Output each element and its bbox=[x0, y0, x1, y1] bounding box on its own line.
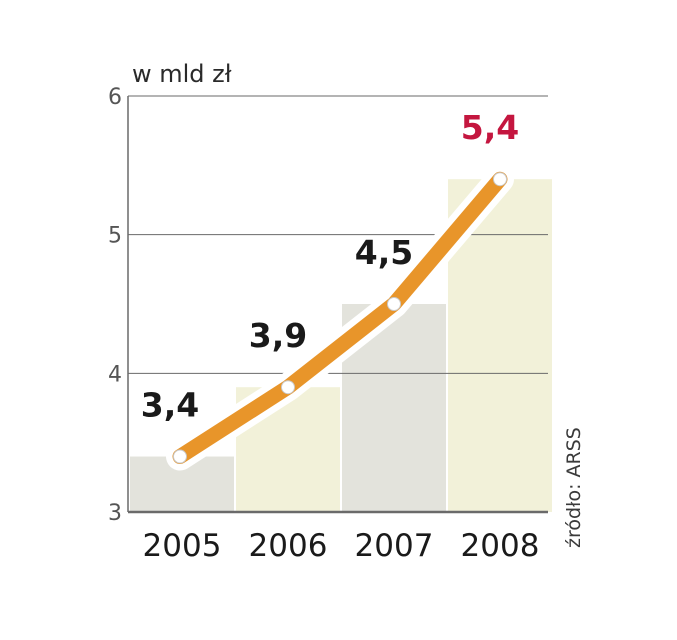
y-tick-label: 6 bbox=[108, 85, 122, 110]
unit-label: w mld zł bbox=[132, 60, 232, 88]
data-label-2007: 4,5 bbox=[355, 233, 413, 272]
gridlines bbox=[128, 95, 548, 514]
data-label-2006: 3,9 bbox=[249, 316, 307, 355]
data-point-2006 bbox=[281, 380, 295, 395]
x-tick-label: 2008 bbox=[461, 528, 540, 564]
data-label-2008: 5,4 bbox=[461, 108, 519, 147]
data-point-2007 bbox=[387, 297, 401, 311]
data-label-2005: 3,4 bbox=[141, 386, 199, 425]
x-axis-ticks: 2005 2006 2007 2008 bbox=[143, 528, 540, 564]
y-tick-label: 5 bbox=[108, 224, 122, 249]
y-tick-label: 3 bbox=[108, 501, 122, 526]
series-line bbox=[166, 165, 514, 471]
data-point-2005 bbox=[173, 449, 187, 464]
data-labels: 3,4 3,9 4,5 5,4 bbox=[141, 108, 519, 424]
x-tick-label: 2005 bbox=[143, 528, 222, 564]
y-tick-label: 4 bbox=[108, 362, 122, 387]
x-tick-label: 2006 bbox=[249, 528, 328, 564]
y-axis-ticks: 3 4 5 6 bbox=[108, 85, 122, 526]
data-points bbox=[173, 172, 507, 464]
source-note: źródło: ARSS bbox=[563, 427, 585, 548]
data-point-2008 bbox=[493, 172, 507, 187]
series-line-path bbox=[172, 171, 508, 465]
x-tick-label: 2007 bbox=[355, 528, 434, 564]
